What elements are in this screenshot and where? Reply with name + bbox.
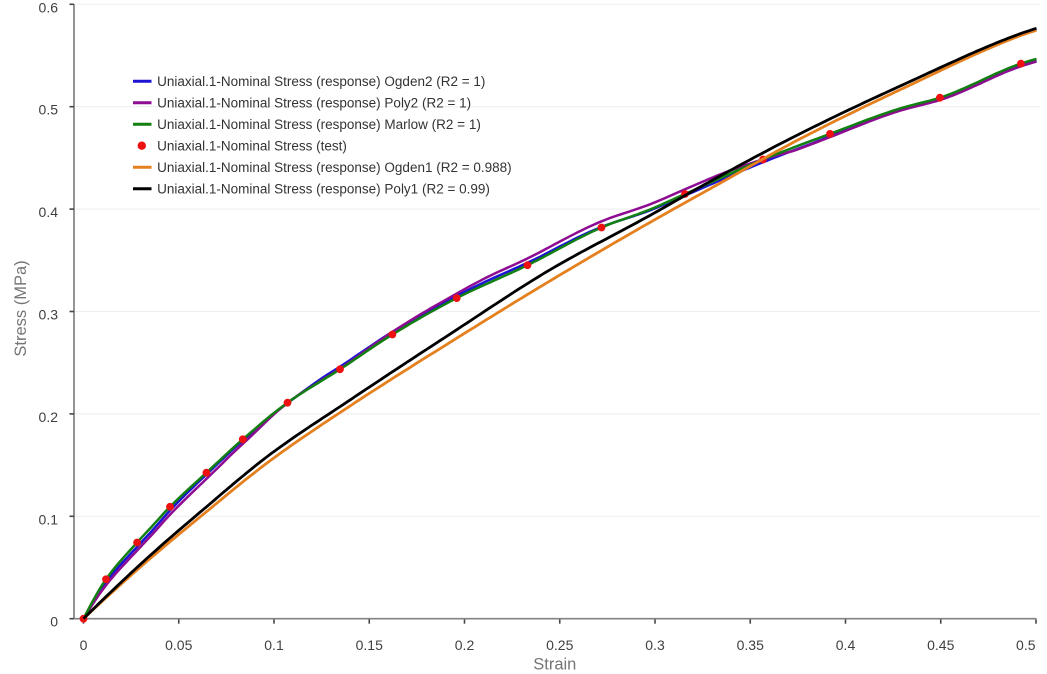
svg-text:Uniaxial.1-Nominal Stress (tes: Uniaxial.1-Nominal Stress (test) [157, 138, 347, 153]
svg-text:0.2: 0.2 [39, 409, 59, 425]
svg-text:0.3: 0.3 [645, 637, 665, 653]
svg-text:0.5: 0.5 [39, 102, 59, 118]
svg-text:0.05: 0.05 [165, 637, 192, 653]
svg-text:0.4: 0.4 [39, 204, 59, 220]
svg-text:0.25: 0.25 [546, 637, 573, 653]
svg-text:0.1: 0.1 [39, 511, 59, 527]
svg-text:0.6: 0.6 [39, 0, 59, 15]
svg-text:Uniaxial.1-Nominal Stress (res: Uniaxial.1-Nominal Stress (response) Pol… [157, 181, 490, 196]
svg-text:0.4: 0.4 [836, 637, 856, 653]
svg-text:Uniaxial.1-Nominal Stress (res: Uniaxial.1-Nominal Stress (response) Pol… [157, 95, 471, 110]
svg-text:0.2: 0.2 [455, 637, 475, 653]
svg-text:Uniaxial.1-Nominal Stress (res: Uniaxial.1-Nominal Stress (response) Mar… [157, 117, 481, 132]
svg-text:Uniaxial.1-Nominal Stress (res: Uniaxial.1-Nominal Stress (response) Ogd… [157, 74, 485, 89]
svg-text:0.5: 0.5 [1016, 637, 1036, 653]
svg-text:Uniaxial.1-Nominal Stress (res: Uniaxial.1-Nominal Stress (response) Ogd… [157, 160, 512, 175]
svg-text:0.1: 0.1 [264, 637, 284, 653]
svg-text:0: 0 [80, 637, 88, 653]
svg-text:Stress (MPa): Stress (MPa) [12, 260, 30, 356]
svg-text:Strain: Strain [533, 656, 576, 674]
svg-text:0.45: 0.45 [927, 637, 954, 653]
svg-text:0: 0 [50, 614, 58, 630]
svg-text:0.15: 0.15 [356, 637, 383, 653]
svg-text:0.3: 0.3 [39, 307, 59, 323]
svg-text:0.35: 0.35 [737, 637, 764, 653]
